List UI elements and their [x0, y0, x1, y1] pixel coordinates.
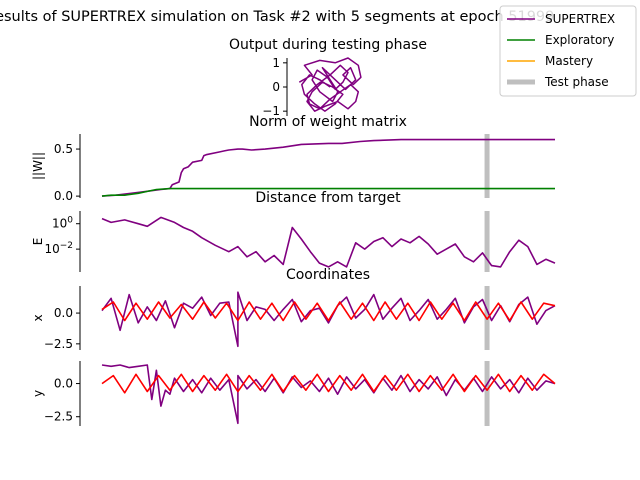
series-line-supertrex [101, 138, 555, 197]
series-line-exploratory [101, 187, 555, 197]
y-tick-label: 0.5 [54, 142, 73, 156]
legend-label: Exploratory [545, 33, 614, 47]
y-axis-label: y [31, 390, 45, 397]
y-tick-label: 1 [272, 56, 280, 70]
x-coordinate-panel: 0.0 −2.5 x Coordinates [31, 267, 556, 351]
y-tick-label: −2.5 [44, 337, 73, 351]
y-tick-label: 0.0 [54, 189, 73, 203]
trajectory-line [298, 57, 362, 112]
y-tick-label: −2.5 [44, 410, 73, 424]
legend-box [499, 5, 637, 97]
legend-label: Test phase [544, 75, 609, 89]
output-panel: Output during testing phase 1 0 −1 [229, 37, 427, 118]
legend: SUPERTREX Exploratory Mastery Test phase [499, 5, 637, 97]
y-tick-label: 0.0 [54, 306, 73, 320]
tick-base: 10 [52, 217, 67, 231]
tick-base: 10 [44, 242, 59, 256]
legend-label: SUPERTREX [545, 12, 615, 26]
legend-label: Mastery [545, 54, 593, 68]
y-tick-label: 0 [272, 80, 280, 94]
series-line-supertrex [101, 216, 556, 268]
panel-title: Output during testing phase [229, 37, 427, 53]
y-axis-label: ||W|| [31, 152, 45, 180]
panel-title: Coordinates [286, 267, 370, 283]
y-tick-label: −1 [262, 104, 280, 118]
tick-exponent: −2 [60, 241, 73, 251]
y-tick-label: 10−2 [44, 241, 73, 256]
y-tick-label: 0.0 [54, 377, 73, 391]
chart-title: Results of SUPERTREX simulation on Task … [0, 9, 554, 25]
y-axis-label: x [31, 314, 45, 321]
series-line-supertrex [101, 291, 556, 348]
series-line-target [101, 301, 556, 322]
y-axis-label: E [31, 238, 45, 246]
y-coordinate-panel: 0.0 −2.5 y [31, 361, 556, 426]
y-tick-label: 100 [52, 216, 73, 231]
norm-panel: 0.5 0.0 ||W|| Norm of weight matrix [31, 114, 555, 203]
series-line-target [101, 373, 556, 394]
tick-exponent: 0 [67, 216, 73, 226]
panel-title: Distance from target [255, 190, 401, 206]
panel-title: Norm of weight matrix [249, 114, 407, 130]
